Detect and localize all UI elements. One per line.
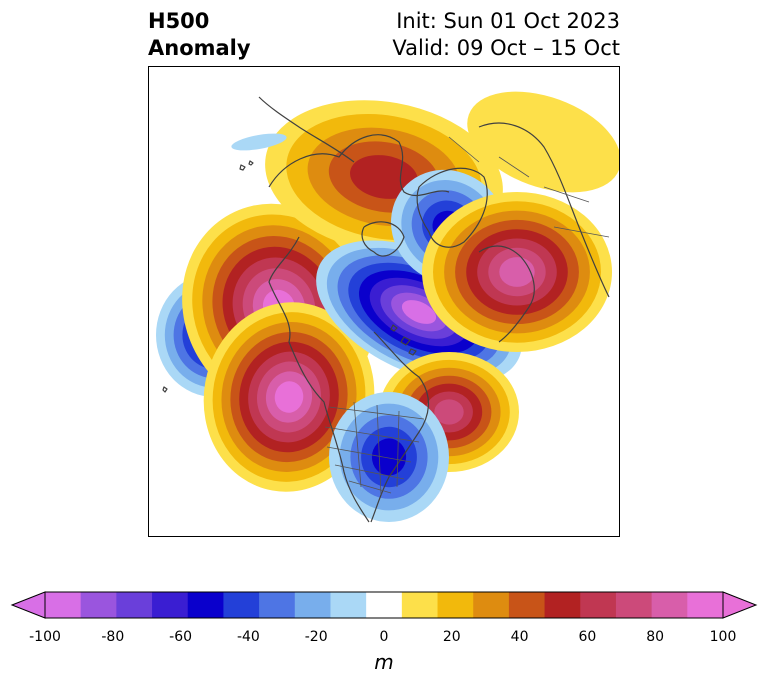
positive-anomaly-contour [467,91,619,193]
anomaly-map [148,66,620,537]
colorbar-tick-label: 20 [442,629,461,645]
negative-anomaly-contour [371,438,407,476]
valid-range: Valid: 09 Oct – 15 Oct [392,36,620,60]
map-dates: Init: Sun 01 Oct 2023 Valid: 09 Oct – 15… [392,8,620,62]
coast-arctic-canada [268,134,450,197]
colorbar-extend-max [722,591,758,619]
colorbar-swatch [508,592,546,618]
state-borders [324,136,610,496]
coast-siberia [258,96,355,163]
init-time: Init: Sun 01 Oct 2023 [396,9,620,33]
colorbar-swatch [294,592,331,618]
negative-anomaly-contour [231,133,287,151]
colorbar-swatch [366,592,403,618]
colorbar-outline [44,591,724,619]
coast-islands-2 [162,160,254,393]
negative-anomaly-contour [401,300,437,324]
colorbar-swatch [651,592,688,618]
colorbar-swatch [116,592,153,618]
positive-anomaly-contour [274,381,304,413]
colorbar-tick-label: 40 [510,629,529,645]
coastlines-and-borders [162,96,610,523]
coast-greenland [416,167,488,248]
colorbar-tick-label: -100 [29,629,61,645]
positive-anomaly-contour [434,399,464,425]
field-name: H500 [148,9,210,33]
colorbar-tick-label: -80 [101,629,125,645]
colorbar-swatch [473,592,510,618]
colorbar-swatch [615,592,653,618]
colorbar-tick-label: 100 [709,629,737,645]
coast-alaska [268,236,370,523]
colorbar-swatch [223,592,260,618]
positive-anomaly-contour [499,257,535,287]
colorbar-swatch [259,592,296,618]
colorbar-tick-label: 0 [379,629,389,645]
colorbar-swatch [45,592,82,618]
colorbar-swatch [187,592,224,618]
colorbar-tick-label: -20 [304,629,328,645]
colorbar-tick-label: 80 [646,629,665,645]
colorbar-swatches [10,591,758,619]
coast-asia [478,122,610,298]
colorbar-swatch [544,592,581,618]
colorbar-swatch [580,592,617,618]
colorbar-swatch [437,592,474,618]
map-title: H500 Anomaly [148,8,251,62]
anomaly-map-svg [156,91,619,523]
colorbar-swatch [401,592,439,618]
colorbar-swatch [152,592,189,618]
anomaly-contours [156,91,619,522]
positive-anomaly-contour [350,155,418,199]
coast-europe [478,245,535,343]
coast-hudson-bay [361,221,405,257]
colorbar-unit: m [374,650,394,674]
coast-islands-1 [390,324,417,356]
field-type: Anomaly [148,36,251,60]
colorbar-tick-label: 60 [578,629,597,645]
colorbar [0,584,768,684]
colorbar-swatch [687,592,724,618]
coast-east-north-america [370,331,429,523]
colorbar-svg [10,591,758,619]
colorbar-swatch [330,592,367,618]
colorbar-extend-min [10,591,46,619]
colorbar-tick-label: -40 [236,629,260,645]
colorbar-swatch [80,592,117,618]
colorbar-tick-label: -60 [169,629,193,645]
